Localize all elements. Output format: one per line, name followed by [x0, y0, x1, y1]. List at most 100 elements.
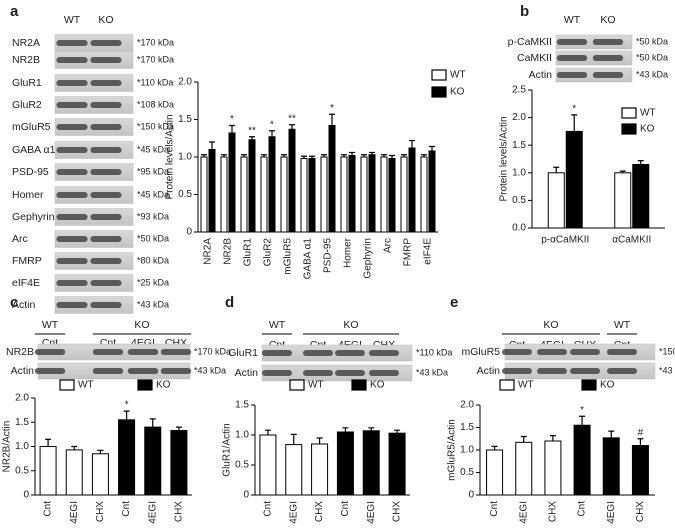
- bar: [259, 434, 277, 496]
- blot-label: PSD-95: [12, 166, 49, 178]
- y-tick-label: 1.5: [178, 114, 192, 125]
- legend-swatch: [431, 86, 447, 98]
- error-bar: [97, 449, 104, 454]
- x-tick-label: mGluR5: [283, 238, 294, 275]
- significance-mark: *: [125, 400, 129, 411]
- blot-label: FMRP: [12, 255, 42, 267]
- blot-band: [592, 72, 624, 78]
- bar: [170, 429, 188, 496]
- error-bar: [637, 160, 644, 165]
- y-tick-label: 1.5: [460, 422, 474, 433]
- y-tick-label: 0: [186, 227, 192, 238]
- blot-label: GABA α1: [12, 144, 56, 156]
- error-bar: [389, 154, 395, 159]
- x-tick-label: NR2B: [223, 238, 234, 265]
- bar: [388, 432, 406, 496]
- blot-label: mGluR5: [461, 346, 500, 358]
- blot-band: [537, 349, 567, 355]
- blot-band: [369, 370, 399, 376]
- blot-band: [537, 368, 567, 374]
- legend-label: KO: [370, 380, 385, 391]
- bar: [268, 136, 276, 233]
- y-tick-label: 2.5: [512, 85, 526, 96]
- bar: [547, 172, 565, 229]
- blot-band: [335, 370, 365, 376]
- error-bar: [579, 415, 586, 426]
- blot-size: *93 kDa: [137, 211, 169, 221]
- group-label: KO: [134, 319, 149, 331]
- y-tick-label: 2.0: [178, 77, 192, 88]
- error-bar: [409, 139, 415, 148]
- x-tick-label: 4EGI: [518, 501, 529, 524]
- blot-band: [90, 124, 122, 130]
- bar: [486, 449, 504, 496]
- bar: [614, 172, 632, 229]
- y-tick-label: 2.0: [15, 393, 29, 404]
- bar: [248, 139, 256, 233]
- x-tick-label: 4EGI: [69, 501, 80, 524]
- x-tick-label: CHX: [635, 501, 646, 522]
- blot-size: *170 kDa: [137, 37, 174, 47]
- x-tick-label: GABA α1: [303, 238, 314, 280]
- blot-band: [56, 124, 88, 130]
- blot-band: [303, 370, 333, 376]
- y-tick-label: 0: [243, 490, 249, 501]
- blot-label: Homer: [12, 189, 44, 201]
- legend-swatch: [621, 123, 637, 135]
- blot-band: [90, 57, 122, 63]
- y-tick-label: 2.0: [512, 112, 526, 123]
- bar: [308, 158, 316, 233]
- bar: [118, 419, 136, 496]
- x-tick-label: Cnt: [577, 501, 588, 517]
- error-bar: [421, 154, 427, 157]
- blot-band: [90, 192, 122, 198]
- y-tick-label: 1.0: [178, 152, 192, 163]
- bar: [515, 441, 533, 496]
- blot-label: NR2B: [12, 54, 40, 66]
- significance-mark: *: [330, 103, 334, 114]
- error-bar: [401, 154, 407, 157]
- bar: [328, 125, 336, 233]
- legend-swatch: [137, 379, 153, 391]
- error-bar: [520, 435, 527, 443]
- blot-band: [56, 258, 88, 264]
- bar: [91, 453, 109, 496]
- blot-band: [56, 236, 88, 242]
- error-bar: [261, 154, 267, 157]
- y-tick-label: 0.5: [460, 467, 474, 478]
- blot-size: *43 kDa: [416, 367, 448, 377]
- legend-swatch: [351, 379, 367, 391]
- y-axis-label: Protein levels/Actin: [165, 114, 176, 199]
- bar: [362, 430, 380, 496]
- blot-band: [90, 302, 122, 308]
- blot-label: Arc: [12, 233, 28, 245]
- legend-swatch: [59, 379, 75, 391]
- blot-label: GluR1: [228, 347, 258, 359]
- legend-label: KO: [156, 380, 171, 391]
- bar: [280, 156, 288, 233]
- blot-size: *110 kDa: [137, 77, 173, 87]
- bar: [288, 128, 296, 233]
- error-bar: [608, 430, 615, 438]
- blot-band: [262, 370, 292, 376]
- x-tick-label: 4EGI: [606, 501, 617, 524]
- legend-label: KO: [450, 87, 465, 98]
- y-tick-label: 1.5: [235, 400, 249, 411]
- bar: [368, 154, 376, 233]
- blot-label: Actin: [529, 69, 553, 81]
- blot-band: [160, 368, 192, 374]
- bar: [220, 156, 228, 233]
- x-tick-label: CHX: [392, 501, 403, 522]
- significance-mark: *: [572, 103, 576, 114]
- significance-mark: *: [230, 114, 234, 125]
- x-tick-label: CHX: [95, 501, 106, 522]
- error-bar: [349, 151, 355, 156]
- group-label: WT: [614, 319, 631, 331]
- blot-band: [56, 40, 88, 46]
- blot-size: *170 kDa: [194, 346, 231, 356]
- bar: [400, 156, 408, 233]
- blot-size: *150 kDa: [137, 121, 174, 131]
- bar: [240, 156, 248, 233]
- error-bar: [429, 145, 435, 151]
- blot-label: eIF4E: [12, 277, 40, 289]
